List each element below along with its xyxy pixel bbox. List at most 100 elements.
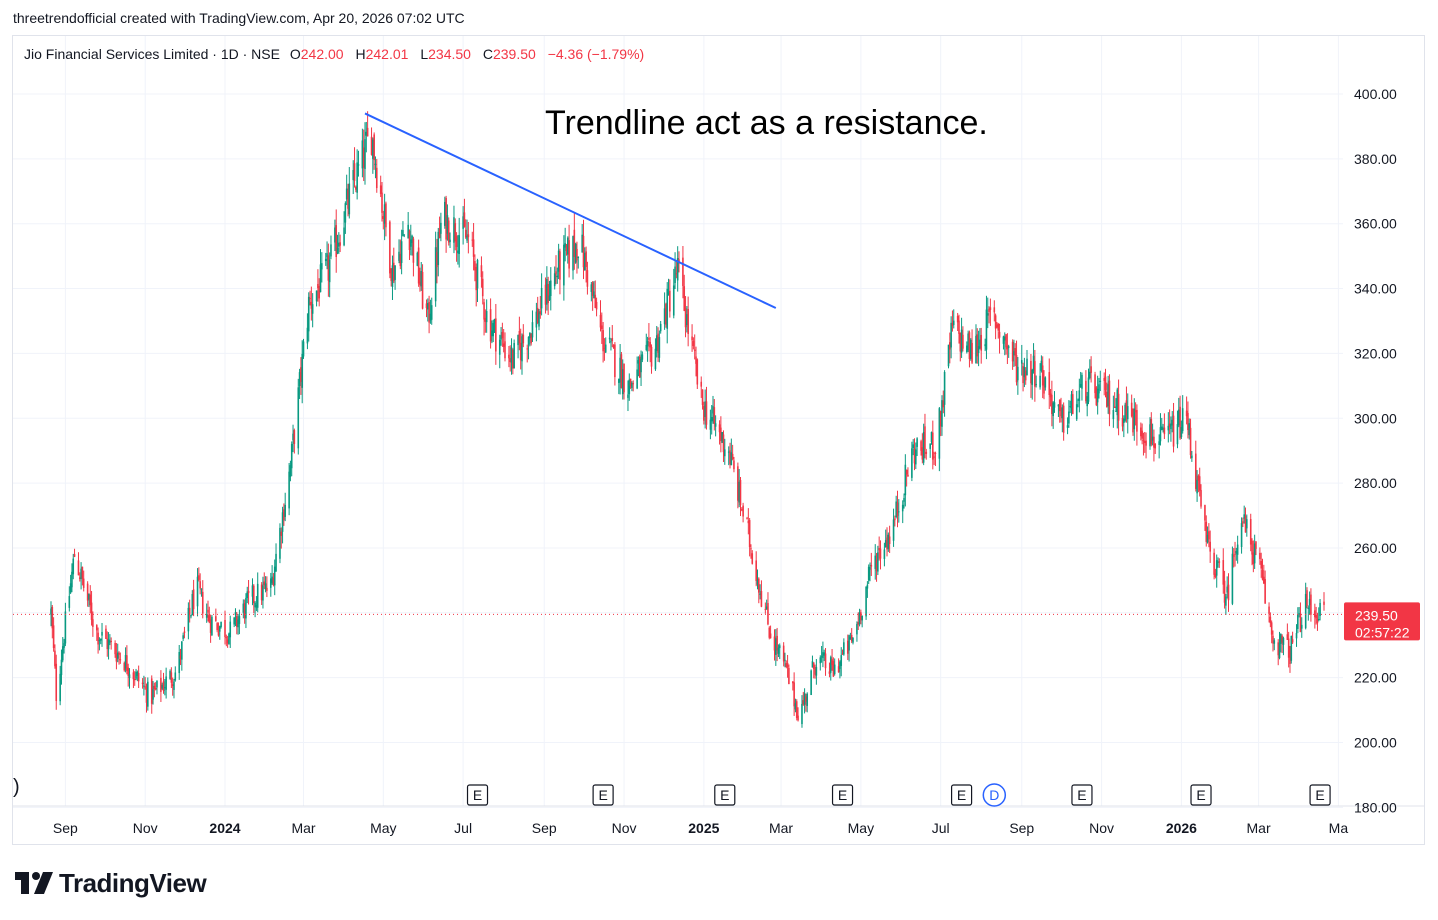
candle-body <box>133 679 136 681</box>
candle-body <box>989 307 992 310</box>
dividend-marker[interactable]: D <box>982 783 1007 807</box>
candle-body <box>986 313 989 316</box>
candle-body <box>833 664 836 675</box>
candle-body <box>502 343 505 347</box>
earnings-marker[interactable]: E <box>831 784 854 806</box>
candle-body <box>160 677 162 692</box>
resistance-trendline[interactable] <box>364 112 777 309</box>
candle-body <box>687 308 689 335</box>
price-axis-label: 220.00 <box>1354 670 1397 686</box>
candle-body <box>1153 436 1155 448</box>
earnings-marker[interactable]: E <box>950 784 973 806</box>
candle-body <box>861 615 863 621</box>
candle-body <box>1268 606 1270 614</box>
candle-body <box>246 591 249 599</box>
candle-body <box>998 331 1001 338</box>
candle-body <box>777 647 780 654</box>
candle-body <box>264 583 267 590</box>
earnings-marker[interactable]: E <box>1071 784 1093 806</box>
earnings-marker-badge <box>950 784 973 806</box>
candle-body <box>797 715 799 721</box>
candle-body <box>530 334 532 344</box>
candle-body <box>765 606 768 610</box>
earnings-marker[interactable]: E <box>1190 784 1212 806</box>
candle-body <box>788 667 790 685</box>
candle-body <box>126 655 128 671</box>
candle-body <box>1286 634 1289 640</box>
candle-body <box>967 333 969 351</box>
candle-body <box>1096 388 1099 403</box>
candle-body <box>952 320 955 325</box>
candle-body <box>895 501 897 518</box>
candle-body <box>1198 476 1201 491</box>
candle-body <box>318 285 321 299</box>
candle-body <box>464 229 467 238</box>
candle-body <box>1181 408 1184 432</box>
candle-body <box>874 555 877 569</box>
candle-body <box>812 662 815 669</box>
candle-body <box>975 335 977 364</box>
candle-body <box>78 577 81 579</box>
candle-body <box>317 284 319 289</box>
candle-body <box>1269 616 1272 624</box>
candle-body <box>585 251 587 267</box>
candle-body <box>611 337 614 341</box>
candle-body <box>1081 374 1083 389</box>
earnings-marker[interactable]: E <box>714 784 736 806</box>
candle-body <box>412 238 415 263</box>
event-marker-label: D <box>989 787 999 803</box>
candle-body <box>747 520 750 524</box>
candle-body <box>526 348 529 350</box>
candle-body <box>1217 561 1219 563</box>
candle-body <box>89 594 92 606</box>
candle-body <box>402 230 404 236</box>
candle-body <box>720 427 722 441</box>
candle-body <box>820 656 823 658</box>
candle-body <box>457 250 459 254</box>
candle-body <box>517 335 519 346</box>
candle-body <box>795 701 798 718</box>
trendline-annotation[interactable]: Trendline act as a resistance. <box>545 104 988 142</box>
candle-body <box>713 407 716 424</box>
price-axis-label: 320.00 <box>1354 345 1397 361</box>
candle-body <box>1231 553 1234 604</box>
candle-body <box>1068 411 1070 424</box>
candle-body <box>1053 402 1056 408</box>
candle-body <box>407 224 409 239</box>
candle-body <box>101 631 103 636</box>
candle-body <box>107 639 110 650</box>
candle-body <box>425 303 428 309</box>
candle-body <box>832 661 835 677</box>
candle-body <box>1291 639 1294 643</box>
candle-body <box>269 578 272 588</box>
symbol-title[interactable]: Jio Financial Services Limited · 1D · NS… <box>24 46 280 62</box>
chart-pane[interactable]: 400.00 380.00 360.00 340.00 320.00 300.00 280.… <box>12 35 1425 845</box>
price-axis-label: 400.00 <box>1354 86 1397 102</box>
candle-body <box>466 235 468 241</box>
earnings-marker[interactable]: E <box>592 784 614 806</box>
tradingview-brand[interactable]: TradingView <box>15 868 207 898</box>
candle-body <box>912 444 914 449</box>
candle-body <box>794 703 797 710</box>
candle-body <box>181 641 183 660</box>
candle-body <box>865 586 867 617</box>
candle-body <box>1206 534 1209 543</box>
candle-body <box>201 591 204 614</box>
candle-body <box>436 252 438 268</box>
candle-body <box>68 596 71 608</box>
candle-body <box>411 235 413 243</box>
earnings-marker[interactable]: E <box>466 784 489 806</box>
candle-body <box>801 703 803 725</box>
candle-body <box>1151 436 1154 441</box>
time-axis-label: Mar <box>291 820 315 836</box>
candle-body <box>144 686 146 688</box>
price-chart[interactable]: 400.00 380.00 360.00 340.00 320.00 300.00 280.… <box>13 36 1425 845</box>
candle-body <box>996 324 998 328</box>
earnings-marker[interactable]: E <box>1309 784 1331 806</box>
candle-body <box>723 449 726 457</box>
candle-body <box>1095 387 1098 406</box>
candle-body <box>1282 637 1285 645</box>
candle-body <box>959 332 962 352</box>
candle-body <box>1235 550 1238 554</box>
candle-body <box>510 347 513 363</box>
